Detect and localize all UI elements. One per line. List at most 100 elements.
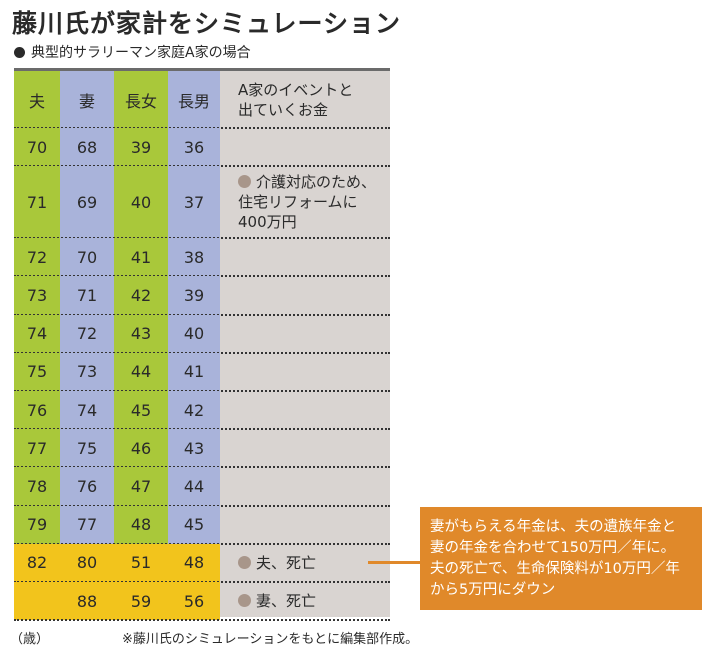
event-cell xyxy=(220,353,390,391)
event-cell: 妻、死亡 xyxy=(220,582,390,620)
age-cell-text: 80 xyxy=(76,553,98,573)
age-cell: 88 xyxy=(60,582,114,621)
event-line-text: 介護対応のため、 xyxy=(256,173,377,192)
age-cell: 69 xyxy=(60,166,114,239)
header-cell-text: 長女 xyxy=(124,91,157,111)
age-cell-text: 79 xyxy=(26,515,48,535)
age-cell-text: 45 xyxy=(130,400,152,420)
age-cell: 51 xyxy=(114,543,168,582)
age-cell: 76 xyxy=(14,391,60,430)
age-cell-text: 37 xyxy=(183,192,205,212)
bullet xyxy=(238,175,251,189)
event-cell xyxy=(220,315,390,353)
age-cell: 75 xyxy=(14,352,60,391)
age-cell-text: 72 xyxy=(76,324,98,344)
age-cell: 43 xyxy=(168,429,220,468)
age-cell-text: 76 xyxy=(26,400,48,420)
event-line: 出ていくお金 xyxy=(238,100,353,120)
age-cell: 70 xyxy=(60,238,114,277)
age-cell-text: 69 xyxy=(76,192,98,212)
age-cell: 40 xyxy=(114,166,168,239)
callout-line: 妻がもらえる年金は、夫の遺族年金と xyxy=(430,519,677,535)
age-cell: 46 xyxy=(114,429,168,468)
age-cell: 44 xyxy=(114,352,168,391)
age-cell-text: 76 xyxy=(76,476,98,496)
age-cell-text: 48 xyxy=(130,515,152,535)
age-cell: 71 xyxy=(60,276,114,315)
age-cell-text: 46 xyxy=(130,438,152,458)
header-cell-text: 長男 xyxy=(177,91,210,111)
header-cell: 夫 xyxy=(14,71,60,128)
age-cell-text: 39 xyxy=(130,137,152,157)
event-line-text: A家のイベントと xyxy=(238,80,354,99)
age-cell: 78 xyxy=(14,467,60,506)
age-cell-text: 71 xyxy=(26,192,48,212)
age-cell-text: 71 xyxy=(76,285,98,305)
age-cell: 70 xyxy=(14,128,60,167)
age-cell-text: 41 xyxy=(183,362,205,382)
event-line: 夫、死亡 xyxy=(238,553,316,573)
age-cell-text: 70 xyxy=(76,247,98,267)
age-cell-text: 40 xyxy=(130,192,152,212)
event-line: 400万円 xyxy=(238,212,376,232)
age-cell-text: 42 xyxy=(183,400,205,420)
age-cell-text: 73 xyxy=(26,285,48,305)
bullet xyxy=(238,555,251,569)
callout: 妻がもらえる年金は、夫の遺族年金と 妻の年金を合わせて150万円／年に。 夫の死亡で… xyxy=(420,507,702,610)
age-cell-text: 45 xyxy=(183,515,205,535)
event-line: 妻、死亡 xyxy=(238,591,316,611)
age-cell-text: 82 xyxy=(26,553,48,573)
event-cell: A家のイベントと 出ていくお金 xyxy=(220,71,390,128)
age-cell-text: 43 xyxy=(183,438,205,458)
age-cell-text: 38 xyxy=(183,247,205,267)
age-cell-text: 73 xyxy=(76,362,98,382)
age-cell-text: 48 xyxy=(183,553,205,573)
age-cell: 43 xyxy=(114,314,168,353)
event-cell xyxy=(220,506,390,544)
age-cell: 77 xyxy=(60,505,114,544)
age-cell: 42 xyxy=(168,391,220,430)
header-cell: 長女 xyxy=(114,71,168,128)
age-cell-text: 44 xyxy=(130,362,152,382)
age-cell-text: 36 xyxy=(183,137,205,157)
age-cell-text: 70 xyxy=(26,137,48,157)
age-cell-text: 78 xyxy=(26,476,48,496)
bullet xyxy=(14,47,25,58)
event-line-text: 400万円 xyxy=(238,213,297,232)
subtitle: 典型的サラリーマン家庭A家の場合 xyxy=(14,42,251,62)
age-cell: 72 xyxy=(60,314,114,353)
age-cell: 41 xyxy=(168,352,220,391)
event-line-text: 夫、死亡 xyxy=(256,553,317,572)
age-cell-text: 43 xyxy=(130,324,152,344)
age-cell: 37 xyxy=(168,166,220,239)
header-cell-text: 妻 xyxy=(78,91,95,111)
age-cell-text: 39 xyxy=(183,285,205,305)
age-cell-text: 74 xyxy=(26,324,48,344)
age-cell: 42 xyxy=(114,276,168,315)
age-cell-text: 44 xyxy=(183,476,205,496)
event-cell xyxy=(220,467,390,505)
age-cell-text: 47 xyxy=(130,476,152,496)
age-cell: 75 xyxy=(60,429,114,468)
age-cell-text: 51 xyxy=(130,553,152,573)
age-cell-text: 40 xyxy=(183,324,205,344)
age-cell-text: 42 xyxy=(130,285,152,305)
age-cell-text: 75 xyxy=(26,362,48,382)
age-cell: 41 xyxy=(114,238,168,277)
age-cell: 74 xyxy=(60,391,114,430)
age-cell: 59 xyxy=(114,582,168,621)
callout-line: から5万円にダウン xyxy=(430,582,556,598)
event-line: 介護対応のため、 xyxy=(238,172,376,192)
age-cell: 68 xyxy=(60,128,114,167)
age-cell: 73 xyxy=(14,276,60,315)
age-cell-text: 77 xyxy=(76,515,98,535)
age-cell: 82 xyxy=(14,543,60,582)
table: 夫 妻 長女 長男 A家のイベントと 出ていくお金 70 68 39 36 71 69 40 37 介護対応… xyxy=(14,68,390,622)
event-text: 介護対応のため、 住宅リフォームに 400万円 xyxy=(238,172,376,232)
age-cell: 79 xyxy=(14,505,60,544)
header-cell: 妻 xyxy=(60,71,114,128)
callout-line: 妻の年金を合わせて150万円／年に。 xyxy=(430,540,676,556)
age-cell: 74 xyxy=(14,314,60,353)
age-cell: 39 xyxy=(114,128,168,167)
event-line-text: 妻、死亡 xyxy=(256,592,317,611)
